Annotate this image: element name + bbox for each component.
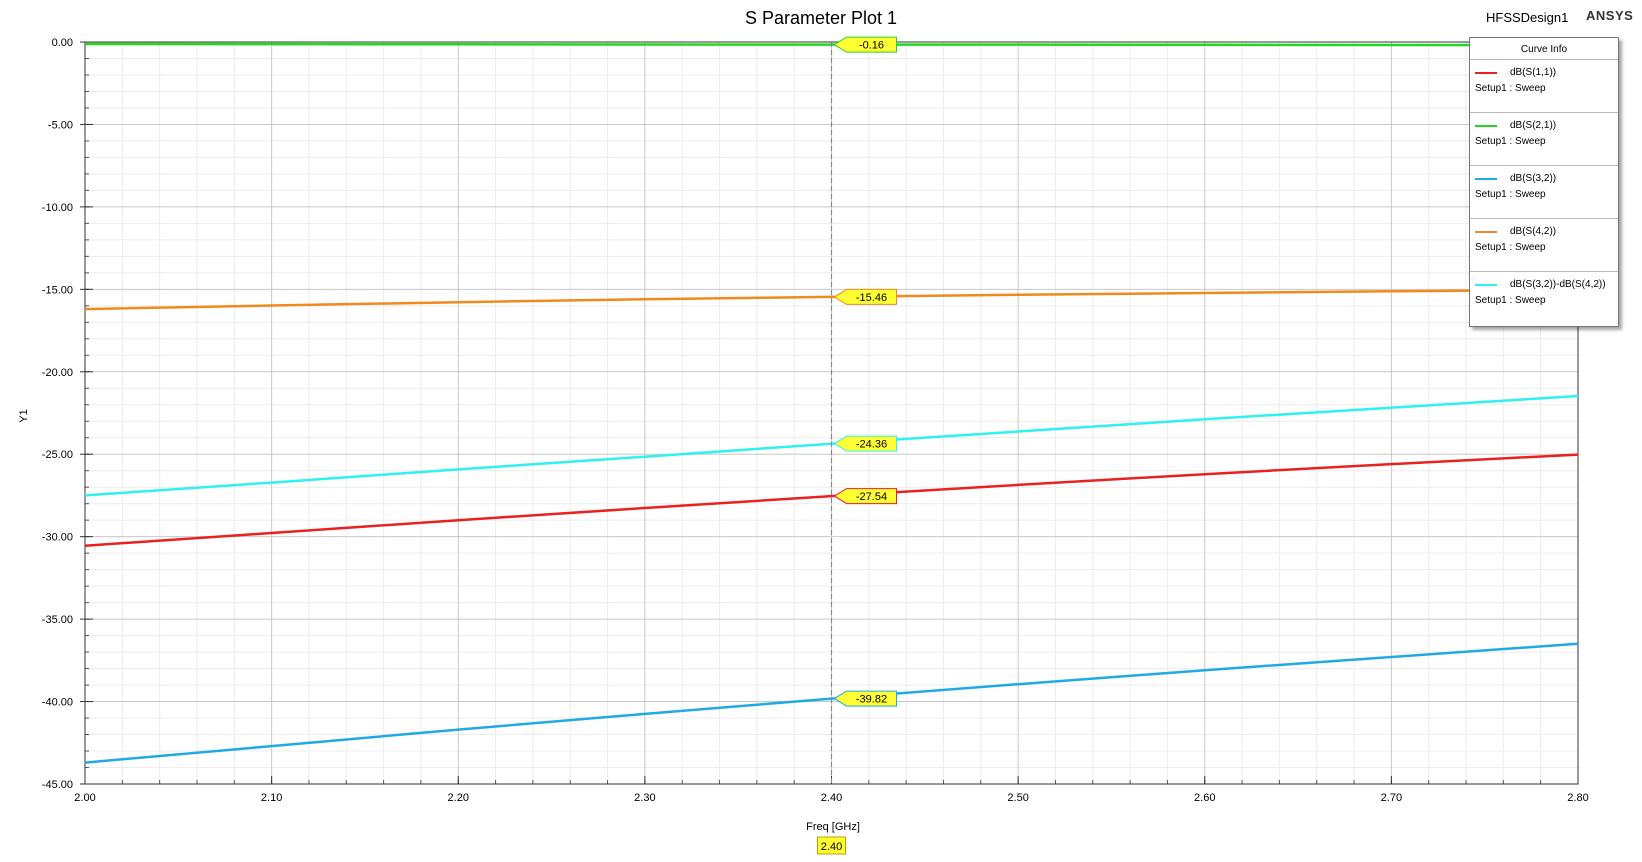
tick-labels: 2.00 2.10 2.20 2.30 2.40 2.50 2.60 2.70 2.80 0.00… [42, 37, 1589, 804]
legend-item[interactable]: dB(S(1,1)) Setup1 : Sweep [1470, 60, 1618, 113]
marker-value-label: -15.46 [856, 292, 887, 304]
legend-curve-name: dB(S(1,1)) [1510, 67, 1557, 78]
legend-line-swatch [1475, 284, 1497, 286]
marker-tag [833, 690, 897, 707]
x-tick-label: 2.10 [261, 792, 282, 804]
marker-value-label: -27.54 [856, 491, 887, 503]
legend-curve-name: dB(S(3,2)) [1510, 173, 1557, 184]
curve-4[interactable] [84, 288, 1579, 311]
x-tick-label: 2.20 [448, 792, 469, 804]
y-tick-label: -30.00 [42, 532, 73, 544]
x-tick-label: 2.50 [1007, 792, 1028, 804]
legend-items: dB(S(1,1)) Setup1 : Sweep dB(S(2,1)) Setup1… [1470, 60, 1618, 325]
x-tick-label: 2.60 [1194, 792, 1215, 804]
design-name: HFSSDesign1 [1486, 10, 1569, 25]
brand-logo: ANSYS [1586, 8, 1634, 23]
marker-value-label: -39.82 [856, 694, 887, 706]
y-tick-label: -35.00 [42, 614, 73, 626]
x-tick-label: 2.70 [1381, 792, 1402, 804]
legend-line-swatch [1475, 231, 1497, 233]
legend-curve-name: dB(S(3,2))-dB(S(4,2)) [1510, 279, 1606, 290]
x-tick-label: 2.40 [821, 792, 842, 804]
x-tick-label: 2.00 [74, 792, 95, 804]
y-tick-label: -20.00 [42, 367, 73, 379]
y-tick-label: 0.00 [52, 37, 73, 49]
curve-info-legend[interactable]: Curve Info dB(S(1,1)) Setup1 : Sweep dB(S(… [1469, 37, 1619, 327]
legend-item[interactable]: dB(S(3,2))-dB(S(4,2)) Setup1 : Sweep [1470, 272, 1618, 325]
marker-value-label: -24.36 [856, 439, 887, 451]
y-tick-label: -45.00 [42, 779, 73, 791]
legend-item[interactable]: dB(S(3,2)) Setup1 : Sweep [1470, 166, 1618, 219]
marker-tag [833, 288, 897, 305]
marker-tag [833, 36, 897, 53]
legend-setup-label: Setup1 : Sweep [1475, 83, 1546, 94]
y-tick-label: -10.00 [42, 202, 73, 214]
legend-line-swatch [1475, 72, 1497, 74]
legend-item[interactable]: dB(S(4,2)) Setup1 : Sweep [1470, 219, 1618, 272]
curve-1[interactable] [84, 453, 1579, 547]
marker-value-label: -0.16 [859, 40, 884, 52]
legend-line-swatch [1475, 125, 1497, 127]
marker-x-box [817, 836, 846, 855]
legend-setup-label: Setup1 : Sweep [1475, 242, 1546, 253]
x-tick-label: 2.80 [1567, 792, 1588, 804]
y-tick-label: -25.00 [42, 449, 73, 461]
marker-x-label: 2.40 [821, 841, 842, 853]
legend-title: Curve Info [1470, 38, 1618, 60]
legend-curve-name: dB(S(4,2)) [1510, 226, 1557, 237]
y-tick-label: -40.00 [42, 697, 73, 709]
marker: -27.54 -0.16 -39.82 -15.46 -24.36 2.40 [817, 36, 897, 855]
y-axis-label: Y1 [18, 409, 30, 422]
legend-item[interactable]: dB(S(2,1)) Setup1 : Sweep [1470, 113, 1618, 166]
plot-title: S Parameter Plot 1 [744, 8, 898, 28]
x-tick-label: 2.30 [634, 792, 655, 804]
axes [80, 41, 1579, 785]
marker-tag [833, 435, 897, 452]
legend-curve-name: dB(S(2,1)) [1510, 120, 1557, 131]
legend-setup-label: Setup1 : Sweep [1475, 189, 1546, 200]
legend-setup-label: Setup1 : Sweep [1475, 136, 1546, 147]
x-axis-label: Freq [GHz] [806, 821, 860, 833]
legend-line-swatch [1475, 178, 1497, 180]
legend-setup-label: Setup1 : Sweep [1475, 295, 1546, 306]
y-tick-label: -15.00 [42, 284, 73, 296]
marker-tag [833, 488, 897, 505]
y-tick-label: -5.00 [48, 119, 73, 131]
